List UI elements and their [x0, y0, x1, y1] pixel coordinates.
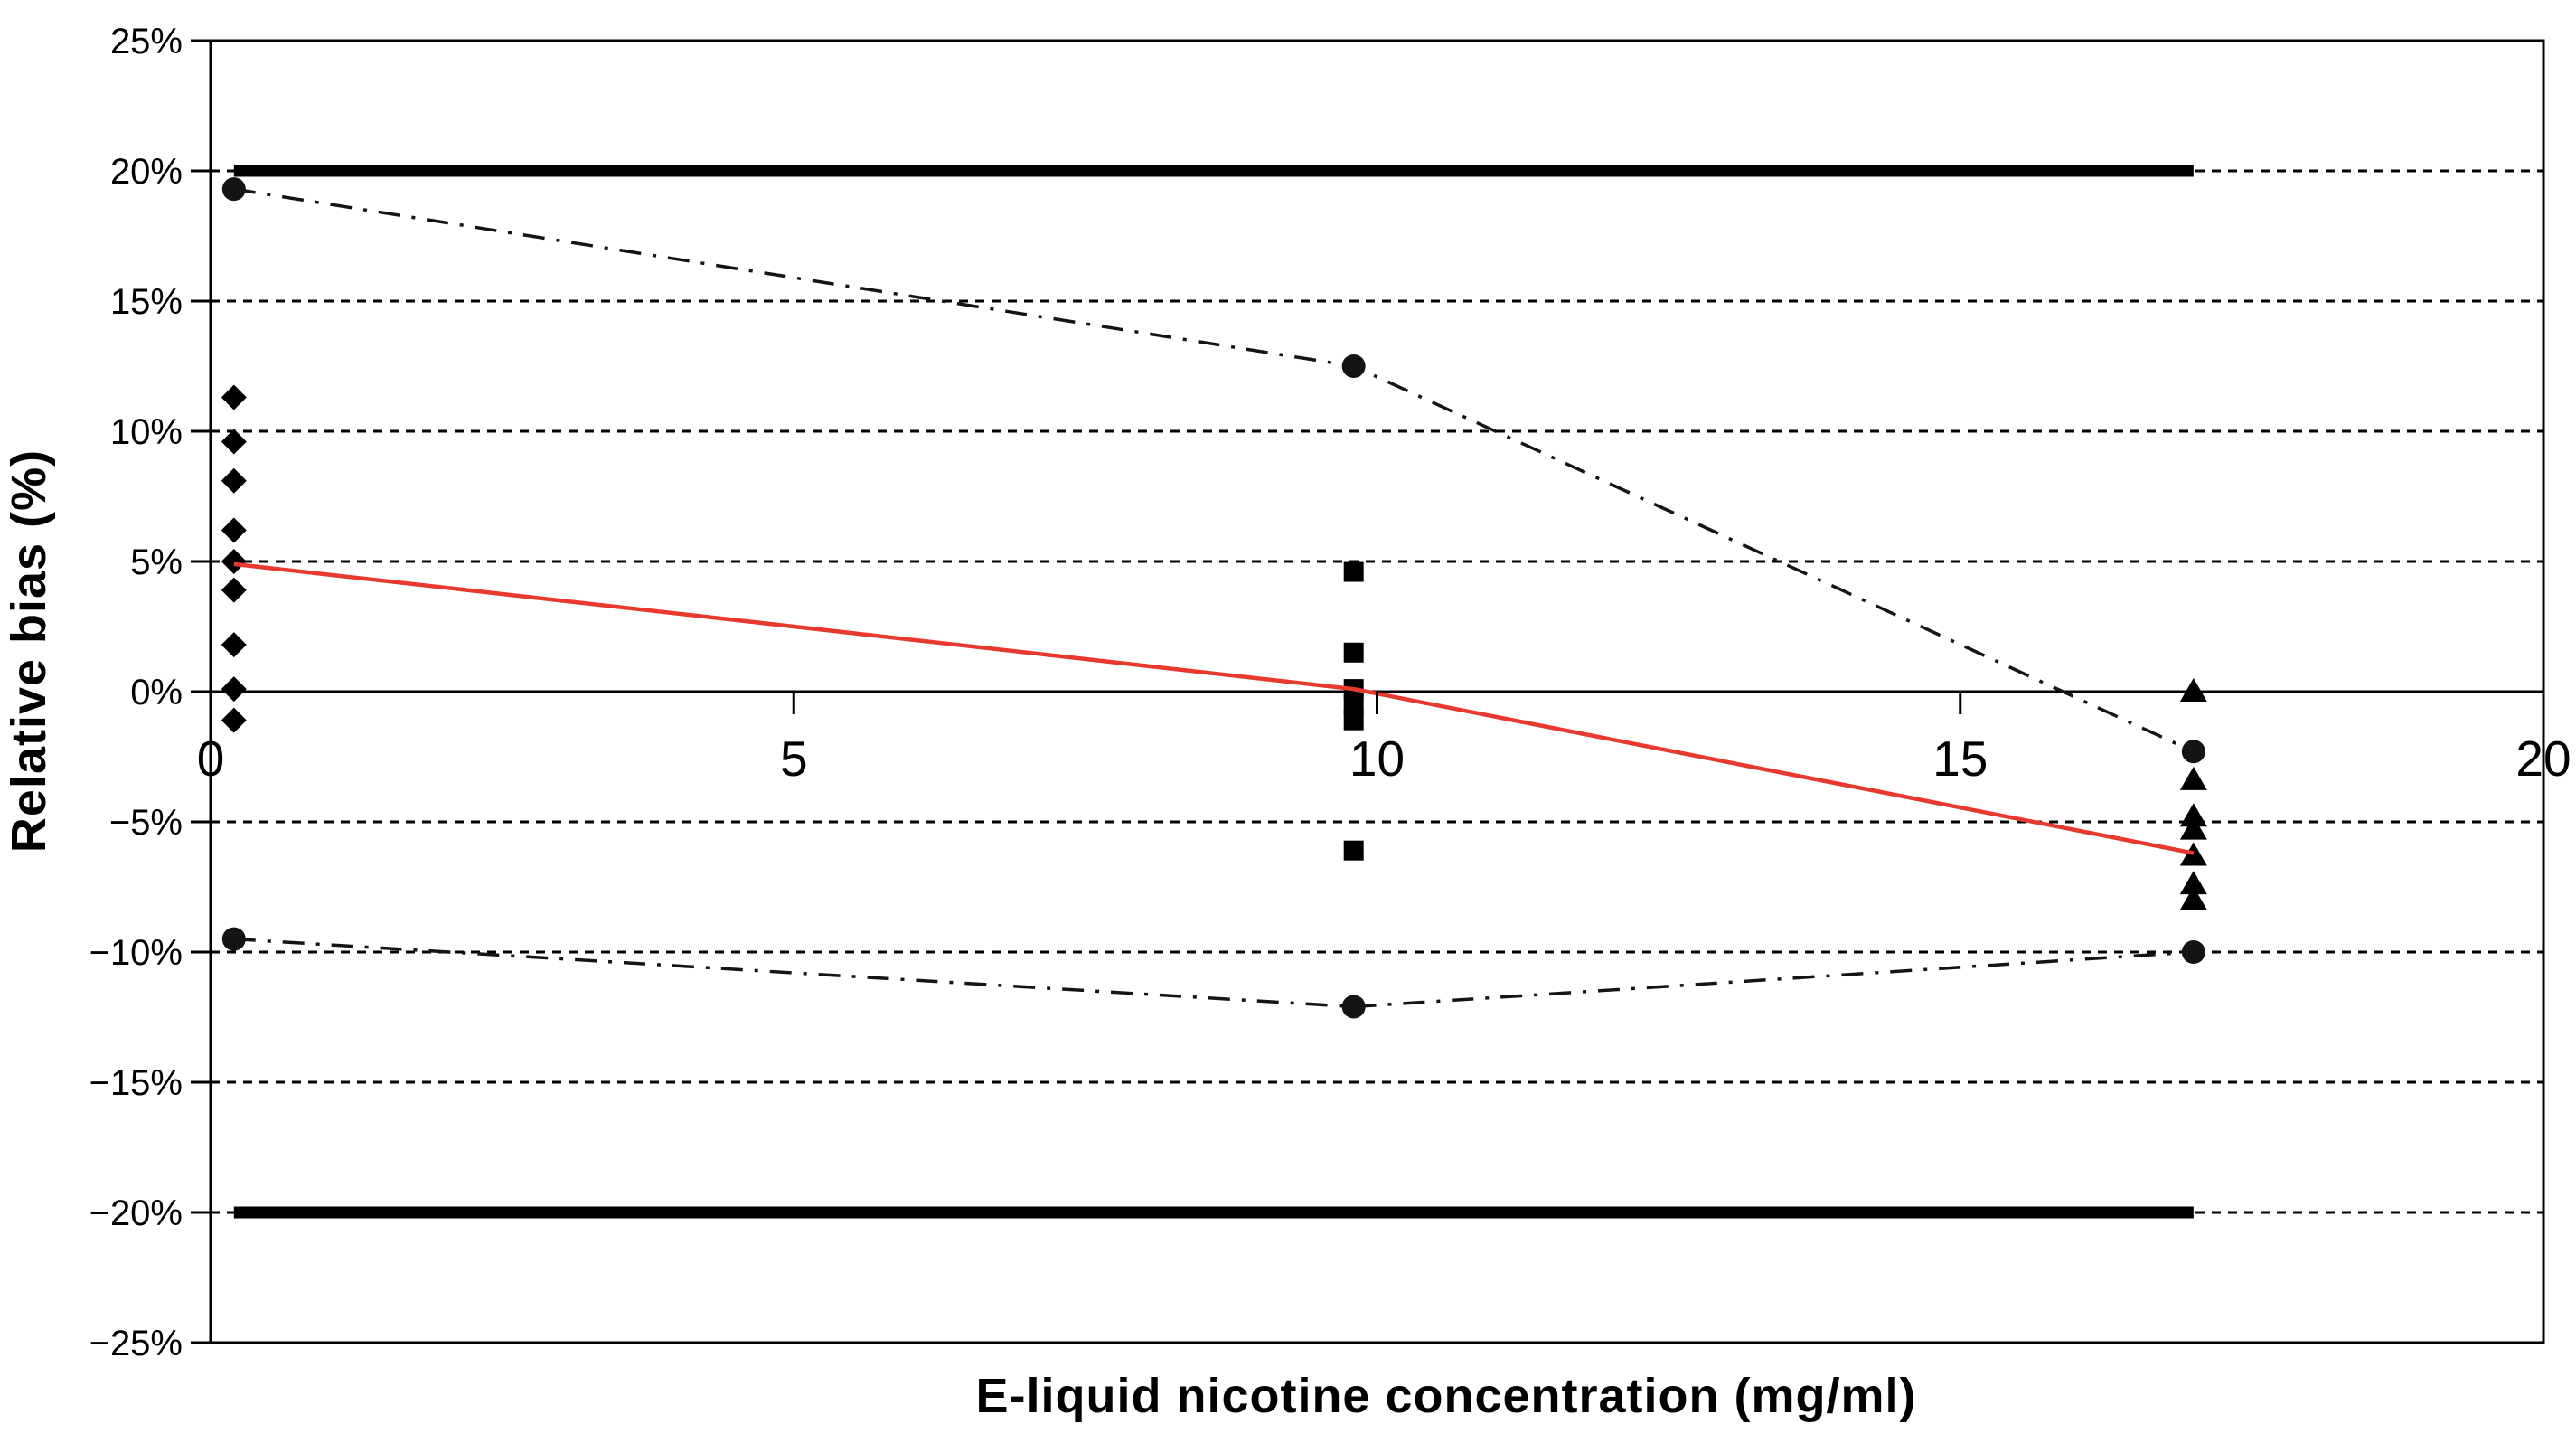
diamond-marker	[221, 577, 247, 603]
circle-marker	[1341, 995, 1366, 1019]
diamond-marker	[221, 676, 247, 703]
square-marker	[1343, 710, 1364, 731]
x-tick-label: 0	[197, 731, 225, 787]
triangle-marker	[2179, 871, 2207, 895]
lower-confidence-limit-line	[233, 937, 2194, 1009]
x-tick-label: 20	[2515, 731, 2571, 787]
circle-marker	[221, 177, 246, 202]
triangle-marker	[2179, 886, 2207, 910]
upper-confidence-limit-line	[233, 187, 2195, 753]
circle-marker	[2181, 740, 2205, 764]
triangle-marker	[2179, 816, 2207, 840]
triangle-marker	[2179, 766, 2207, 790]
x-tick-label: 15	[1932, 731, 1988, 787]
triangle-marker	[2179, 678, 2207, 702]
y-tick-label: −20%	[89, 1193, 183, 1233]
data-series	[221, 177, 2207, 1019]
y-tick-label: 20%	[110, 152, 183, 192]
square-marker	[1343, 694, 1364, 715]
series-mean-relative-bias	[233, 561, 2195, 855]
circle-marker	[221, 927, 246, 951]
series-lower-confidence-limit	[221, 927, 2205, 1019]
mean-relative-bias-line	[233, 561, 2195, 855]
y-tick-label: −10%	[89, 933, 183, 973]
series-square-samples-mid-concentration	[1343, 561, 1364, 861]
y-tick-label: −25%	[89, 1324, 183, 1363]
square-marker	[1343, 642, 1364, 663]
series-upper-confidence-limit	[221, 177, 2205, 764]
triangle-marker	[2179, 842, 2207, 866]
circle-marker	[2181, 940, 2205, 964]
y-tick-label: 10%	[110, 412, 183, 452]
x-tick-label: 10	[1349, 731, 1405, 787]
triangle-marker	[2179, 803, 2207, 827]
y-tick-label: 5%	[130, 542, 183, 582]
square-marker	[1343, 840, 1364, 861]
series-triangle-samples-high-concentration	[2179, 678, 2207, 910]
diamond-marker	[221, 517, 247, 543]
y-tick-label: −5%	[109, 803, 183, 843]
diamond-marker	[221, 632, 247, 658]
square-marker	[1343, 561, 1364, 582]
diamond-marker	[221, 429, 247, 455]
acceptance-limit-lines	[233, 165, 2194, 1219]
series-diamond-samples-low-concentration	[221, 384, 247, 733]
x-axis-title: E-liquid nicotine concentration (mg/ml)	[975, 1369, 1916, 1423]
circle-marker	[1341, 354, 1366, 378]
y-tick-label: −15%	[89, 1063, 183, 1103]
diamond-marker	[221, 549, 247, 574]
axis-tick-labels: 25% 20% 15% 10% 5% 0% −5% −10% −15% −20% −25% 0 5 10 1…	[89, 22, 2571, 1363]
axis-ticks	[191, 39, 1962, 1344]
y-tick-label: 15%	[110, 282, 183, 322]
x-tick-label: 5	[780, 731, 808, 787]
y-tick-label: 0%	[130, 673, 183, 712]
y-axis-title: Relative bias (%)	[2, 449, 56, 853]
diamond-marker	[221, 707, 247, 733]
diamond-marker	[221, 384, 247, 410]
y-tick-label: 25%	[110, 22, 183, 61]
diamond-marker	[221, 467, 247, 494]
